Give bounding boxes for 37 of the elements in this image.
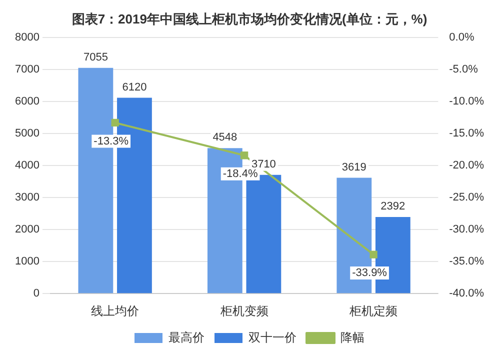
y-tick-label: 2000 bbox=[14, 224, 40, 236]
y2-tick-label: -25.0% bbox=[449, 192, 484, 204]
y2-tick-label: -10.0% bbox=[449, 96, 484, 108]
y-tick-label: 3000 bbox=[14, 192, 40, 204]
data-label: 4548 bbox=[212, 132, 238, 144]
chart-title: 图表7：2019年中国线上柜机市场均价变化情况(单位：元，%) bbox=[72, 11, 428, 26]
y-tick-label: 1000 bbox=[14, 256, 40, 268]
y2-tick-label: -30.0% bbox=[449, 224, 484, 236]
legend-label: 双十一价 bbox=[248, 330, 296, 344]
y2-tick-label: 0.0% bbox=[449, 32, 474, 44]
point bbox=[111, 118, 119, 127]
y2-tick-label: -40.0% bbox=[449, 288, 484, 300]
point bbox=[370, 250, 378, 258]
y-tick-label: 4000 bbox=[14, 160, 40, 172]
y-tick-label: 8000 bbox=[14, 32, 40, 44]
data-label: 3710 bbox=[251, 158, 276, 170]
data-label: 3619 bbox=[342, 161, 366, 174]
y2-tick-label: -35.0% bbox=[449, 256, 484, 268]
point bbox=[240, 152, 248, 160]
legend-label: 降幅 bbox=[340, 330, 364, 344]
y2-tick-label: -15.0% bbox=[449, 128, 484, 140]
data-label: 6120 bbox=[122, 81, 147, 94]
y-tick-label: 7000 bbox=[14, 64, 40, 76]
y2-tick-label: -5.0% bbox=[449, 64, 478, 76]
data-label: 7055 bbox=[83, 51, 108, 64]
y-tick-label: 0 bbox=[33, 288, 40, 300]
y-tick-label: 6000 bbox=[14, 96, 40, 108]
x-tick-label: 柜机定频 bbox=[348, 304, 398, 318]
x-tick-label: 线上均价 bbox=[91, 304, 140, 318]
data-label: -18.4% bbox=[222, 168, 258, 180]
data-label: 2392 bbox=[380, 200, 406, 213]
data-label: -13.3% bbox=[94, 135, 129, 148]
y-tick-label: 5000 bbox=[14, 128, 40, 140]
data-label: -33.9% bbox=[352, 267, 388, 280]
legend-label: 最高价 bbox=[168, 330, 204, 344]
x-tick-label: 柜机变频 bbox=[219, 304, 268, 318]
y2-tick-label: -20.0% bbox=[449, 160, 484, 172]
